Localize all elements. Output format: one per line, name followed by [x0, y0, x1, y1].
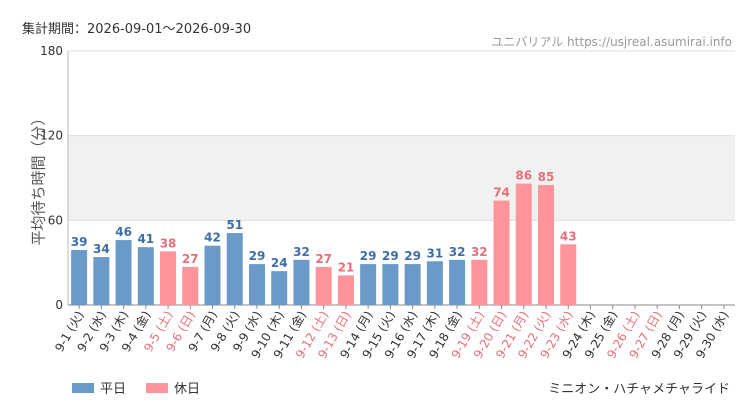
bar: [515, 183, 532, 305]
bar: [293, 259, 310, 305]
bar: [204, 245, 221, 305]
bar: [471, 259, 488, 305]
data-label: 24: [271, 256, 288, 270]
bar: [137, 247, 154, 305]
bar: [493, 200, 510, 305]
data-label: 42: [204, 231, 221, 245]
data-label: 46: [115, 225, 132, 239]
y-tick-label: 120: [40, 129, 63, 143]
y-tick-label: 60: [48, 213, 63, 227]
bar: [71, 249, 88, 305]
data-label: 74: [493, 186, 510, 200]
bar: [404, 264, 421, 305]
bar: [248, 264, 265, 305]
data-label: 32: [449, 245, 466, 259]
data-label: 51: [226, 218, 243, 232]
data-label: 38: [160, 236, 177, 250]
data-label: 29: [382, 249, 399, 263]
legend-label-weekday: 平日: [100, 382, 127, 397]
data-label: 86: [515, 169, 532, 183]
data-label: 27: [182, 252, 199, 266]
data-label: 43: [560, 229, 577, 243]
legend-swatch-holiday: [146, 382, 169, 393]
legend-item-holiday: 休日: [146, 378, 200, 397]
data-label: 31: [426, 246, 443, 260]
y-tick-label: 180: [40, 44, 63, 58]
legend-label-holiday: 休日: [174, 382, 201, 397]
legend: 平日 休日: [72, 378, 200, 397]
bar: [449, 259, 466, 305]
attraction-name: ミニオン・ハチャメチャライド: [548, 382, 730, 397]
bar: [560, 244, 577, 305]
data-label: 29: [249, 249, 266, 263]
source-credit: ユニバリアル https://usjreal.asumirai.info: [491, 35, 732, 49]
band-60-120: [68, 135, 735, 221]
data-label: 29: [360, 249, 377, 263]
data-label: 32: [293, 245, 310, 259]
bar: [337, 275, 354, 305]
bar: [538, 185, 555, 305]
bar: [426, 261, 443, 305]
data-label: 34: [93, 242, 110, 256]
bar: [382, 264, 399, 305]
period-text: 集計期間：2026-09-01～2026-09-30: [22, 22, 252, 37]
bar: [360, 264, 377, 305]
data-label: 27: [315, 252, 332, 266]
y-tick-label: 0: [55, 298, 63, 312]
bar: [115, 240, 132, 305]
data-label: 39: [71, 235, 88, 249]
data-label: 32: [471, 245, 488, 259]
data-label: 21: [338, 260, 355, 274]
data-label: 29: [404, 249, 421, 263]
bar: [315, 266, 332, 305]
bar: [182, 266, 199, 305]
legend-swatch-weekday: [72, 382, 94, 393]
bar: [93, 257, 110, 305]
bar: [160, 251, 177, 305]
data-label: 85: [538, 170, 555, 184]
bar: [226, 233, 243, 305]
legend-item-weekday: 平日: [72, 378, 126, 397]
data-label: 41: [137, 232, 154, 246]
bar: [271, 271, 288, 305]
